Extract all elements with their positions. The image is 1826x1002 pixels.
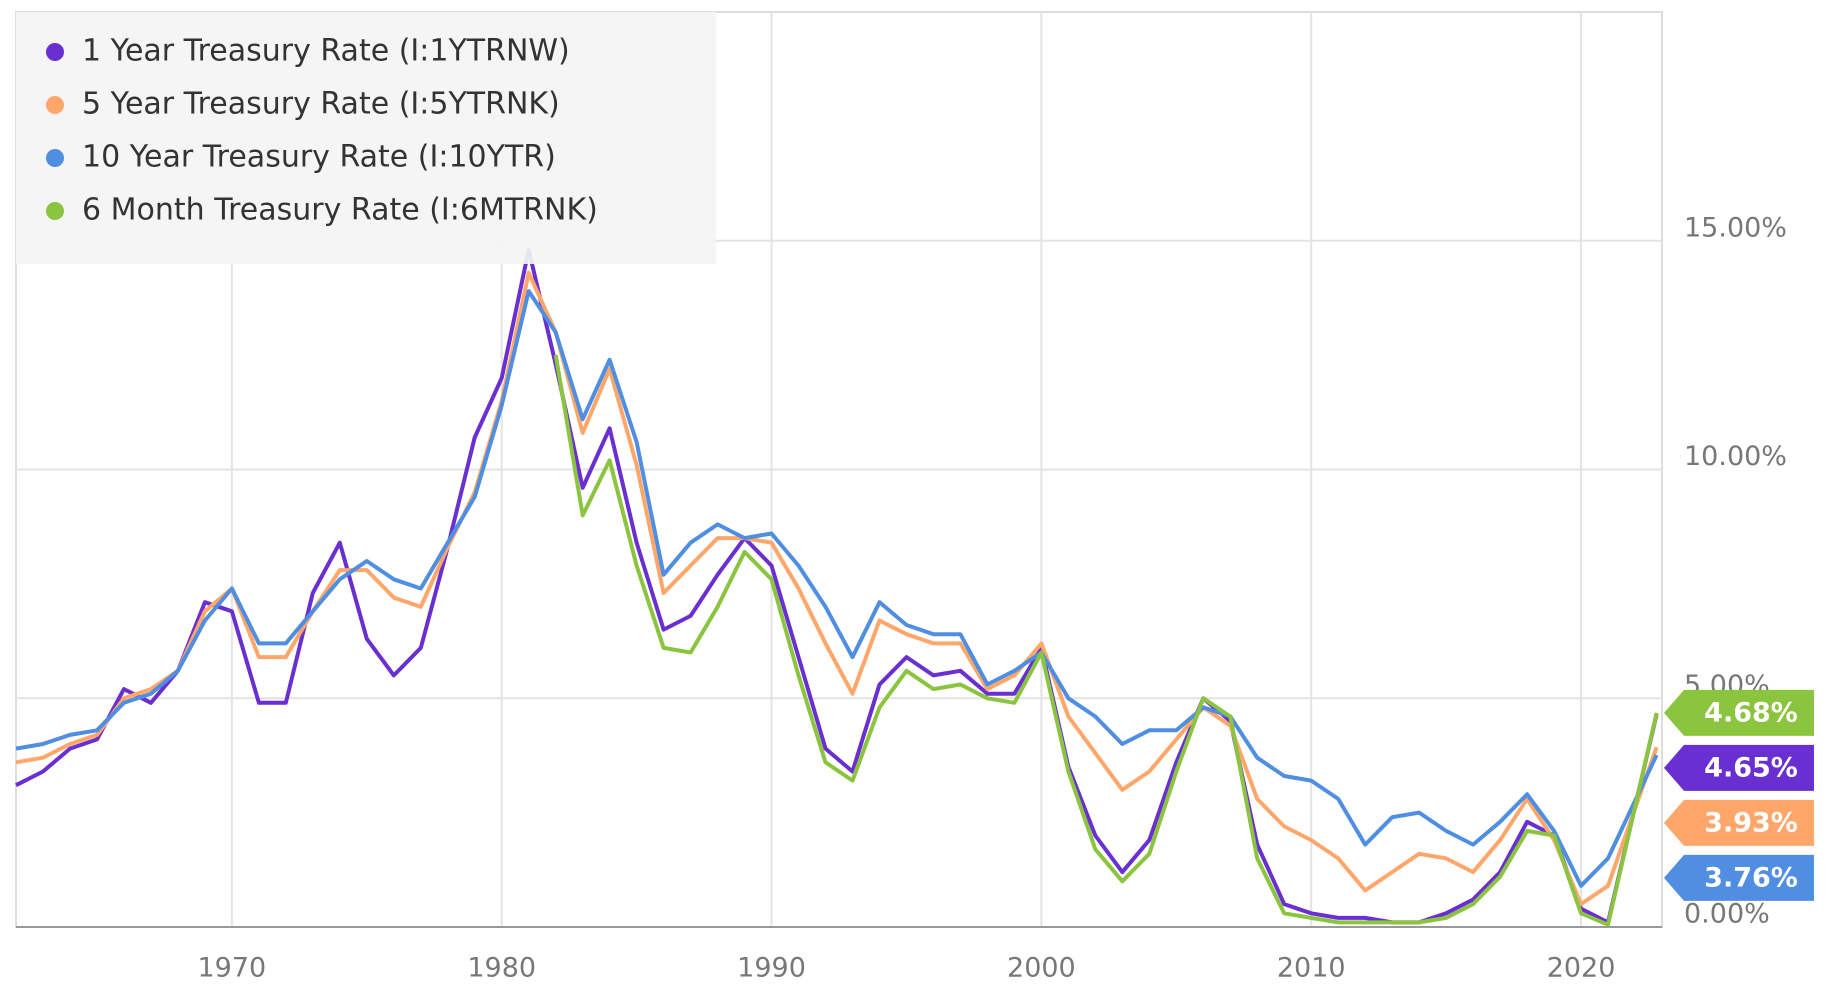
value-tag-label: 3.93% bbox=[1704, 807, 1798, 838]
x-tick-label: 2020 bbox=[1547, 953, 1616, 984]
value-tag-label: 4.65% bbox=[1704, 752, 1798, 783]
legend-label: 5 Year Treasury Rate (I:5YTRNK) bbox=[82, 87, 560, 122]
series-line bbox=[15, 247, 1659, 925]
value-tag-label: 4.68% bbox=[1704, 697, 1798, 728]
legend-marker bbox=[46, 149, 64, 167]
value-tag-label: 3.76% bbox=[1704, 862, 1798, 893]
value-tag bbox=[1664, 744, 1814, 791]
value-tag bbox=[1664, 799, 1814, 846]
x-tick-label: 1980 bbox=[467, 953, 536, 984]
y-tick-label: 0.00% bbox=[1684, 899, 1770, 930]
x-tick-label: 2000 bbox=[1007, 953, 1076, 984]
x-tick-label: 2010 bbox=[1277, 953, 1346, 984]
series-line bbox=[15, 270, 1659, 907]
x-tick-label: 1990 bbox=[737, 953, 806, 984]
legend-box bbox=[16, 12, 716, 264]
series-line bbox=[15, 289, 1659, 888]
x-tick-label: 1970 bbox=[198, 953, 267, 984]
legend-label: 6 Month Treasury Rate (I:6MTRNK) bbox=[82, 193, 598, 228]
y-tick-label: 15.00% bbox=[1684, 212, 1787, 243]
legend: 1 Year Treasury Rate (I:1YTRNW) 5 Year Tr… bbox=[16, 12, 716, 264]
legend-marker bbox=[46, 96, 64, 114]
legend-label: 1 Year Treasury Rate (I:1YTRNW) bbox=[82, 34, 570, 69]
series-line bbox=[553, 354, 1659, 927]
legend-marker bbox=[46, 202, 64, 220]
y-tick-label: 10.00% bbox=[1684, 441, 1787, 472]
value-tag bbox=[1664, 854, 1814, 901]
legend-marker bbox=[46, 43, 64, 61]
value-tag bbox=[1664, 689, 1814, 736]
legend-label: 10 Year Treasury Rate (I:10YTR) bbox=[82, 140, 556, 175]
